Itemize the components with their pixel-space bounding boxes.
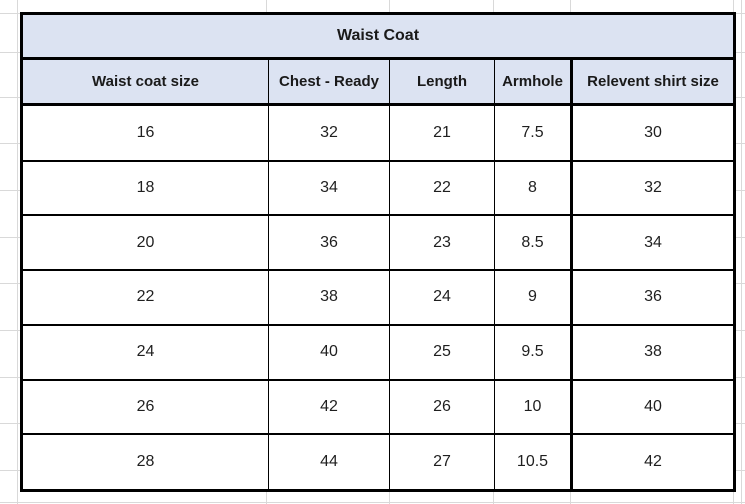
cell-length: 27	[389, 434, 495, 491]
cell-waist-size: 18	[21, 160, 269, 217]
column-header-waist-coat-size: Waist coat size	[21, 58, 269, 106]
table-title-row: Waist Coat	[21, 13, 735, 60]
column-header-relevent-shirt-size: Relevent shirt size	[570, 58, 735, 106]
cell-armhole: 8.5	[494, 215, 572, 272]
cell-waist-size: 28	[21, 434, 269, 491]
table-row: 16 32 21 7.5 30	[21, 104, 735, 162]
table-row: 20 36 23 8.5 34	[21, 215, 735, 272]
cell-chest: 38	[268, 270, 390, 326]
cell-armhole: 8	[494, 160, 572, 217]
cell-length: 23	[389, 215, 495, 272]
column-header-chest-ready: Chest - Ready	[268, 58, 390, 106]
cell-armhole: 9	[494, 270, 572, 326]
cell-shirt-size: 30	[570, 104, 735, 162]
cell-shirt-size: 42	[570, 434, 735, 491]
gridline-vertical	[17, 0, 18, 504]
cell-armhole: 9.5	[494, 324, 572, 381]
cell-chest: 44	[268, 434, 390, 491]
cell-waist-size: 22	[21, 270, 269, 326]
gridline-horizontal	[0, 502, 745, 503]
cell-waist-size: 20	[21, 215, 269, 272]
gridline-vertical	[741, 0, 742, 504]
column-header-armhole: Armhole	[494, 58, 572, 106]
cell-length: 26	[389, 379, 495, 436]
cell-length: 22	[389, 160, 495, 217]
cell-shirt-size: 38	[570, 324, 735, 381]
cell-shirt-size: 36	[570, 270, 735, 326]
table-row: 24 40 25 9.5 38	[21, 324, 735, 381]
table-row: 18 34 22 8 32	[21, 160, 735, 217]
table-row: 22 38 24 9 36	[21, 270, 735, 326]
cell-waist-size: 24	[21, 324, 269, 381]
cell-armhole: 10	[494, 379, 572, 436]
table-header-row: Waist coat size Chest - Ready Length Arm…	[21, 58, 735, 106]
table-row: 28 44 27 10.5 42	[21, 434, 735, 491]
cell-chest: 34	[268, 160, 390, 217]
cell-armhole: 7.5	[494, 104, 572, 162]
cell-length: 21	[389, 104, 495, 162]
cell-waist-size: 26	[21, 379, 269, 436]
cell-chest: 40	[268, 324, 390, 381]
column-header-length: Length	[389, 58, 495, 106]
table-title: Waist Coat	[21, 13, 735, 60]
cell-length: 24	[389, 270, 495, 326]
cell-shirt-size: 34	[570, 215, 735, 272]
cell-chest: 32	[268, 104, 390, 162]
cell-armhole: 10.5	[494, 434, 572, 491]
cell-length: 25	[389, 324, 495, 381]
cell-chest: 36	[268, 215, 390, 272]
waist-coat-size-table: Waist Coat Waist coat size Chest - Ready…	[20, 12, 736, 492]
cell-shirt-size: 40	[570, 379, 735, 436]
cell-chest: 42	[268, 379, 390, 436]
cell-shirt-size: 32	[570, 160, 735, 217]
cell-waist-size: 16	[21, 104, 269, 162]
table-row: 26 42 26 10 40	[21, 379, 735, 436]
